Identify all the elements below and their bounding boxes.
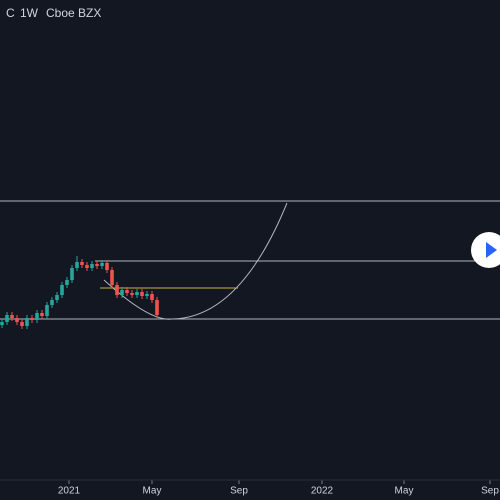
- interval: 1W: [20, 6, 39, 20]
- candle-body: [150, 294, 154, 300]
- candle-body: [120, 290, 124, 295]
- x-tick-label: May: [395, 486, 414, 497]
- candle-body: [85, 265, 89, 268]
- candle-body: [145, 294, 149, 296]
- candle-body: [20, 322, 24, 326]
- x-tick-label: Sep: [230, 486, 248, 497]
- candle-body: [65, 280, 69, 285]
- candle-body: [45, 305, 49, 316]
- x-tick-label: 2022: [311, 486, 334, 497]
- symbol: C: [6, 6, 15, 20]
- candle-body: [90, 264, 94, 268]
- candle-body: [95, 264, 99, 266]
- x-tick-label: 2021: [58, 486, 81, 497]
- candle-body: [0, 322, 4, 325]
- play-button[interactable]: [471, 232, 500, 268]
- candle-body: [75, 262, 79, 268]
- candle-body: [35, 313, 39, 320]
- candle-body: [70, 268, 74, 280]
- candle-body: [130, 293, 134, 295]
- candle-body: [155, 300, 159, 315]
- exchange: Cboe BZX: [46, 6, 101, 20]
- candle-body: [100, 263, 104, 266]
- candle-body: [25, 318, 29, 326]
- candle-body: [105, 263, 109, 270]
- candle-body: [10, 315, 14, 318]
- candle-body: [30, 318, 34, 320]
- candle-body: [110, 270, 114, 285]
- x-tick-label: May: [143, 486, 162, 497]
- cup-curve: [103, 202, 288, 320]
- candle-body: [140, 292, 144, 296]
- candle-body: [55, 295, 59, 300]
- candle-body: [135, 292, 139, 295]
- candle-body: [115, 285, 119, 295]
- x-tick-label: Sep: [481, 486, 499, 497]
- play-icon[interactable]: [486, 242, 497, 258]
- candle-body: [5, 315, 9, 322]
- candle-body: [60, 285, 64, 295]
- candle-body: [125, 290, 129, 293]
- candle-body: [15, 318, 19, 322]
- candle-body: [50, 300, 54, 305]
- candle-body: [40, 313, 44, 316]
- candle-body: [80, 262, 84, 265]
